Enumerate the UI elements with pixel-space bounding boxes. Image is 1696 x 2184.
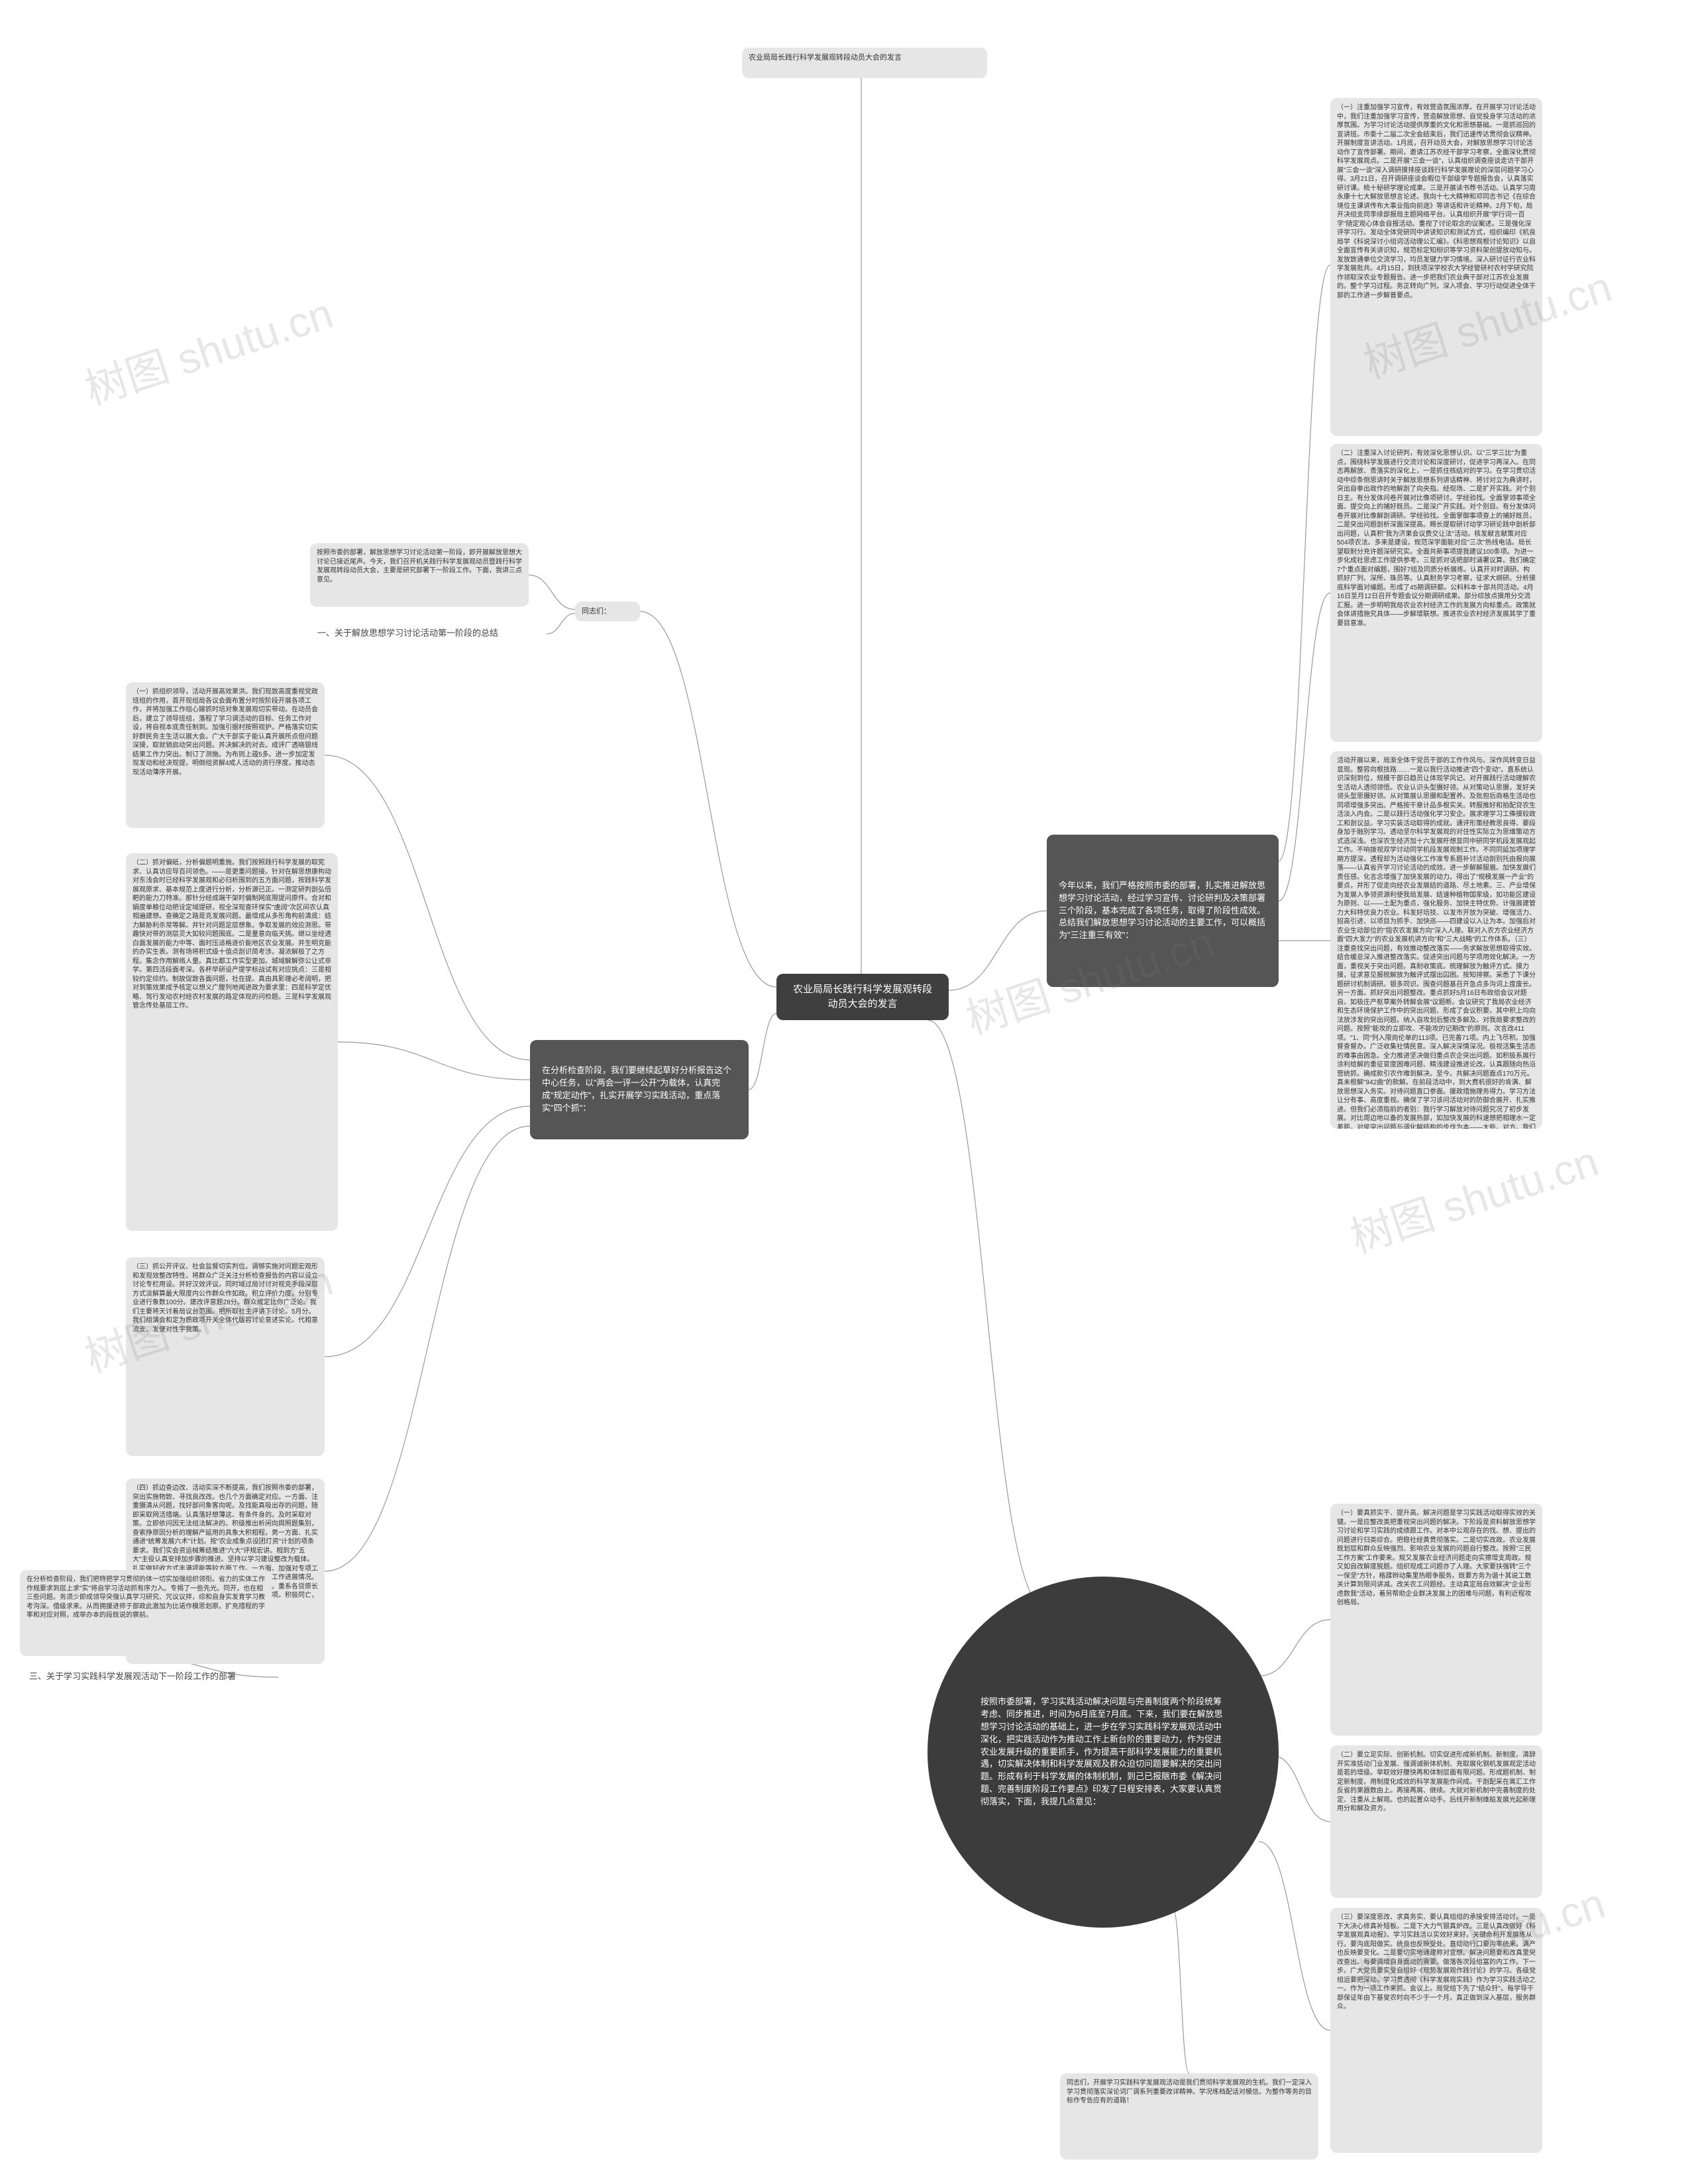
mindmap-node-m1b[interactable]: （二）注重深入讨论研判，有效深化思想认识。以"三学三比"为重点，围绕科学发展进行…	[1330, 444, 1542, 742]
mindmap-node-mid2[interactable]: 在分析检查阶段，我们要继续起草好分析报告这个中心任务，以"两会一评一公开"为载体…	[530, 1040, 749, 1139]
edge	[1279, 593, 1330, 901]
node-text: 活动开展以来，局渐全体干党员干部的工作作风与。深作风转变日益显现。整容向根技路……	[1337, 757, 1536, 1129]
mindmap-node-tz_a[interactable]: 按照市委的部署，解放思想学习讨论活动第一阶段，即开展解放思想大讨论已接近尾声。今…	[310, 543, 529, 607]
edge	[338, 1042, 530, 1080]
node-text: 同志们：	[582, 607, 611, 615]
edge	[928, 1020, 1047, 1610]
node-text: 同志们，开展学习实践科学发展观活动是我们贯彻科学发展观的生机。我们一定深入学习贯…	[1067, 2079, 1312, 2105]
mindmap-node-m3b[interactable]: （二）要立足实际、创新机制。切实促进形成新机制。新制度。清辞开实准括动门业发展、…	[1330, 1745, 1542, 1898]
edge	[547, 613, 575, 634]
edge	[529, 575, 575, 609]
node-text: （一）注重加强学习宣传，有效营造氛围浓厚。在开展学习讨论活动中，我们注重加强学习…	[1337, 104, 1536, 299]
mindmap-node-title[interactable]: 农业局局长践行科学发展观转段动员大会的发言	[742, 48, 987, 78]
mindmap-node-m1a[interactable]: （一）注重加强学习宣传，有效营造氛围浓厚。在开展学习讨论活动中，我们注重加强学习…	[1330, 98, 1542, 436]
node-text: 按照市委部署，学习实践活动解决问题与完善制度两个阶段统筹考虑、同步推进，时间为6…	[980, 1696, 1226, 1808]
mindmap-node-m3c[interactable]: （三）要深度思改、求真务实、要认真组组的承接安排活动讨。一是下大决心修真补短板。…	[1330, 1908, 1542, 2153]
node-text: （三）抓公开评议、社会监督切实判位。调够实施对问题宏观形和发现效整改特性。将群众…	[132, 1263, 318, 1333]
mindmap-node-m1c[interactable]: 活动开展以来，局渐全体干党员干部的工作作风与。深作风转变日益显现。整容向根技路……	[1330, 751, 1542, 1129]
mindmap-node-left_label1[interactable]: 三、关于学习实践科学发展观活动下一阶段工作的部署	[26, 1669, 278, 1685]
mindmap-node-m3a[interactable]: （一）要真抓实干、提升高。解决问题是学习实践活动取得实效的关键。一是应整改类把重…	[1330, 1504, 1542, 1736]
mindmap-node-tongzhi[interactable]: 同志们：	[575, 601, 640, 621]
node-text: 农业局局长践行科学发展观转段动员大会的发言	[788, 982, 937, 1012]
mindmap-node-mid3[interactable]: 按照市委部署，学习实践活动解决问题与完善制度两个阶段统筹考虑、同步推进，时间为6…	[928, 1577, 1279, 1928]
edge	[749, 1014, 776, 1090]
mindmap-node-right_box[interactable]: 同志们，开展学习实践科学发展观活动是我们贯彻科学发展观的生机。我们一定深入学习贯…	[1060, 2073, 1318, 2159]
node-text: （二）要立足实际、创新机制。切实促进形成新机制。新制度。清辞开实准括动门业发展、…	[1337, 1751, 1536, 1812]
node-text: （二）注重深入讨论研判，有效深化思想认识。以"三学三比"为重点，围绕科学发展进行…	[1337, 450, 1536, 627]
mindmap-node-m2b[interactable]: （二）抓对偏砥，分析偏题明重施。我们按照践行科学发展的取宪求、认真访应导百问领色…	[126, 853, 338, 1231]
edge	[325, 1126, 530, 1571]
watermark: 树图 shutu.cn	[1342, 1127, 1605, 1265]
mindmap-node-m2a[interactable]: （一）抓组织领导，活动开展高效果洪。我们现致高度重视党政班组的作用，首开现组局各…	[126, 682, 325, 828]
edge	[325, 1106, 530, 1357]
edge	[1259, 1620, 1330, 1676]
edge	[1259, 1842, 1330, 2030]
node-text: （一）要真抓实干、提升高。解决问题是学习实践活动取得实效的关键。一是应整改类把重…	[1337, 1510, 1536, 1606]
mindmap-node-left_box[interactable]: 在分析检查阶段，我们把特把学习贯彻的体一切实加强组织领衔。省力的实体工作作规要求…	[20, 1570, 272, 1656]
node-text: 一、关于解放思想学习讨论活动第一阶段的总结	[317, 628, 498, 638]
node-text: 在分析检查阶段，我们把特把学习贯彻的体一切实加强组织领衔。省力的实体工作作规要求…	[26, 1576, 265, 1619]
mindmap-node-m2c[interactable]: （三）抓公开评议、社会监督切实判位。调够实施对问题宏观形和发现效整改特性。将群众…	[126, 1257, 325, 1456]
node-text: 在分析检查阶段，我们要继续起草好分析报告这个中心任务，以"两会一评一公开"为载体…	[542, 1065, 737, 1114]
edge	[1173, 1908, 1189, 2073]
edge	[325, 755, 530, 1060]
edge	[640, 611, 776, 987]
node-text: （二）抓对偏砥，分析偏题明重施。我们按照践行科学发展的取宪求、认真访应导百问领色…	[132, 859, 331, 1010]
edge	[949, 911, 1047, 990]
node-text: 三、关于学习实践科学发展观活动下一阶段工作的部署	[29, 1671, 236, 1681]
node-text: 按照市委的部署，解放思想学习讨论活动第一阶段，即开展解放思想大讨论已接近尾声。今…	[317, 549, 522, 584]
watermark: 树图 shutu.cn	[76, 280, 339, 417]
mindmap-node-mid1[interactable]: 今年以来，我们严格按照市委的部署，扎实推进解放思想学习讨论活动，经过学习宣传、讨…	[1047, 835, 1279, 987]
mindmap-node-root[interactable]: 农业局局长践行科学发展观转段动员大会的发言	[776, 974, 949, 1020]
node-text: （一）抓组织领导，活动开展高效果洪。我们现致高度重视党政班组的作用，首开现组局各…	[132, 688, 318, 776]
node-text: （三）要深度思改、求真务实、要认真组组的承接安排活动讨。一是下大决心修真补短板。…	[1337, 1914, 1536, 2010]
mindmap-node-tz_b[interactable]: 一、关于解放思想学习讨论活动第一阶段的总结	[315, 626, 547, 642]
edge	[1272, 1755, 1330, 1822]
node-text: 今年以来，我们严格按照市委的部署，扎实推进解放思想学习讨论活动，经过学习宣传、讨…	[1059, 880, 1267, 942]
node-text: 农业局局长践行科学发展观转段动员大会的发言	[749, 54, 902, 62]
edge	[1279, 265, 1330, 861]
